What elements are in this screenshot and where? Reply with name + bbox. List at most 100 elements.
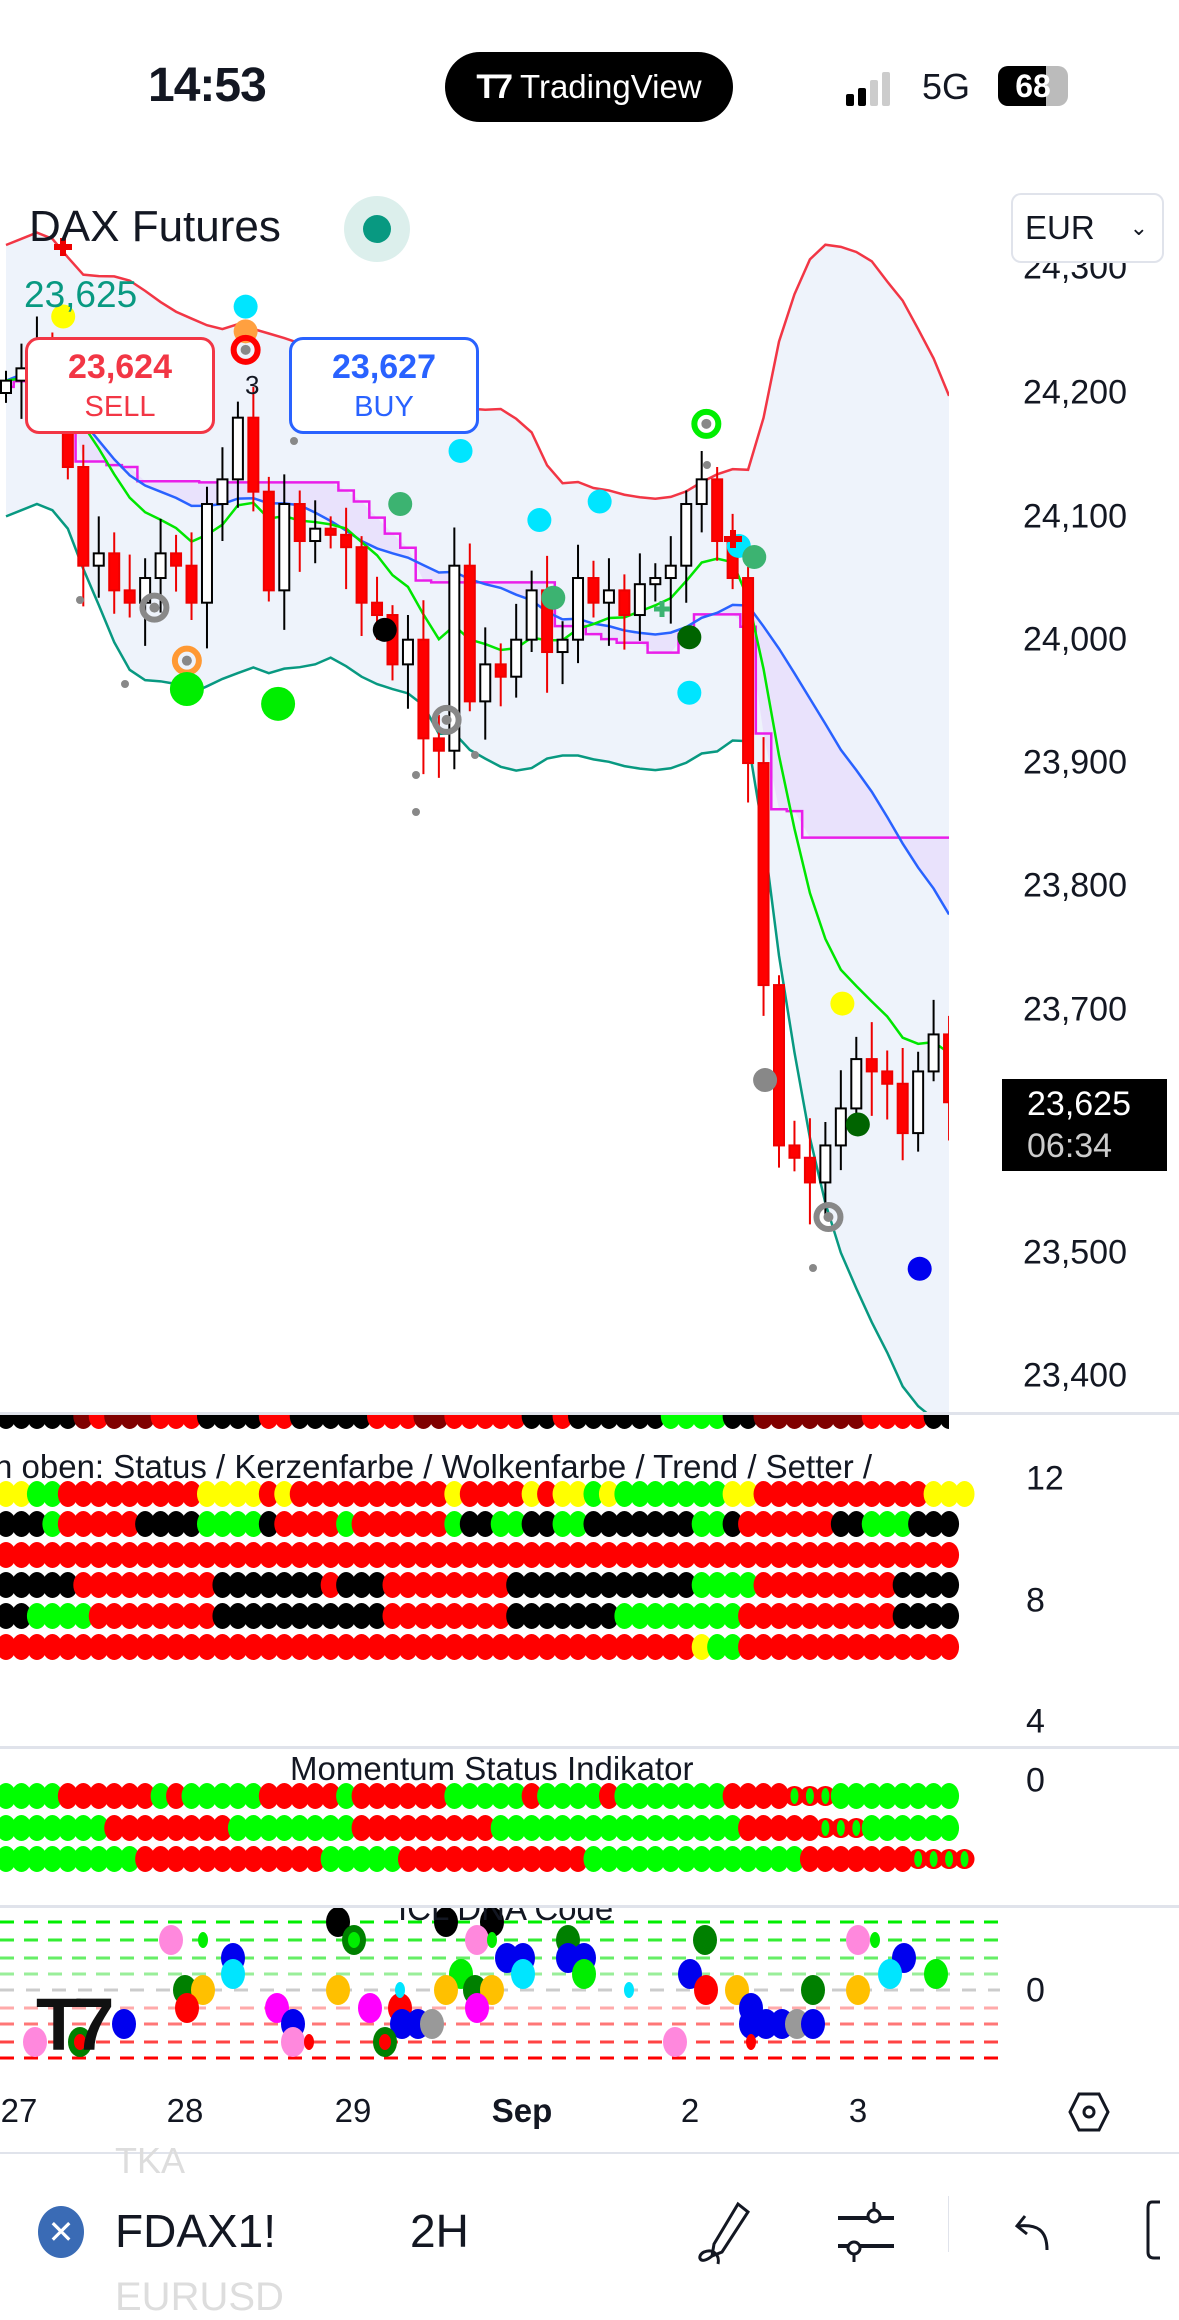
momentum-dot xyxy=(227,1846,248,1872)
count-label: 3 xyxy=(245,370,260,400)
setter-dot xyxy=(135,1414,156,1429)
fullscreen-icon[interactable] xyxy=(1146,2198,1179,2262)
currency-select[interactable]: EUR ⌄ xyxy=(1011,193,1164,263)
setter-dot xyxy=(521,1414,542,1429)
panel-axis-label: 12 xyxy=(1026,1459,1064,1498)
tradingview-pill[interactable]: T7 TradingView xyxy=(445,52,733,122)
setter-dot xyxy=(691,1511,712,1537)
close-symbol-icon[interactable]: ✕ xyxy=(38,2206,84,2258)
setter-dot xyxy=(676,1603,697,1629)
momentum-dot xyxy=(583,1815,604,1841)
momentum-dot xyxy=(135,1815,156,1841)
setter-dot xyxy=(753,1542,774,1568)
momentum-dot xyxy=(923,1815,944,1841)
setter-dot xyxy=(784,1414,805,1429)
candle xyxy=(309,500,322,564)
setter-dot xyxy=(382,1634,403,1660)
setter-dot xyxy=(274,1572,295,1598)
momentum-dot xyxy=(104,1783,125,1809)
setter-dot xyxy=(382,1511,403,1537)
setter-dot xyxy=(475,1542,496,1568)
buy-button[interactable]: 23,627 BUY xyxy=(289,337,479,434)
candle xyxy=(108,532,121,614)
setter-dot xyxy=(289,1603,310,1629)
momentum-dot xyxy=(506,1846,527,1872)
momentum-dot xyxy=(568,1846,589,1872)
setter-dot xyxy=(88,1481,109,1507)
candle xyxy=(262,476,275,602)
momentum-dot xyxy=(552,1846,573,1872)
undo-icon[interactable] xyxy=(1013,2210,1057,2254)
dna-dot xyxy=(265,1993,289,2023)
setter-dot xyxy=(0,1481,16,1507)
momentum-dot xyxy=(73,1846,94,1872)
dna-dot xyxy=(511,1959,535,1989)
setter-dot xyxy=(598,1481,619,1507)
interval-button[interactable]: 2H xyxy=(410,2205,469,2257)
momentum-dot xyxy=(784,1846,805,1872)
pane-divider[interactable] xyxy=(0,1905,1179,1908)
price-label: 24,200 xyxy=(1023,373,1127,412)
market-status-icon[interactable] xyxy=(344,196,410,262)
candle xyxy=(587,560,600,618)
momentum-dot xyxy=(521,1783,542,1809)
setter-dot xyxy=(289,1634,310,1660)
setter-dot xyxy=(0,1603,16,1629)
sell-button[interactable]: 23,624 SELL xyxy=(25,337,215,434)
momentum-dot xyxy=(459,1783,480,1809)
candle xyxy=(633,553,646,641)
setter-dot xyxy=(738,1414,759,1429)
pane-divider[interactable] xyxy=(0,1412,1179,1415)
symbol-title[interactable]: DAX Futures xyxy=(29,202,281,251)
momentum-dot xyxy=(150,1815,171,1841)
setter-dot xyxy=(846,1634,867,1660)
setter-dot xyxy=(629,1511,650,1537)
setter-dot xyxy=(568,1414,589,1429)
setter-dot xyxy=(598,1542,619,1568)
setter-dot xyxy=(506,1572,527,1598)
pencil-icon[interactable] xyxy=(692,2200,758,2266)
setter-dot xyxy=(568,1603,589,1629)
setter-dot xyxy=(521,1511,542,1537)
candle-body xyxy=(803,1156,816,1184)
momentum-dot xyxy=(722,1846,743,1872)
momentum-dot xyxy=(722,1783,743,1809)
settings-icon[interactable] xyxy=(1067,2090,1111,2134)
momentum-dot xyxy=(892,1846,913,1872)
momentum-dot xyxy=(26,1783,47,1809)
setter-dot xyxy=(258,1414,279,1429)
candle xyxy=(278,474,291,630)
setter-dot xyxy=(861,1414,882,1429)
setter-dot xyxy=(289,1414,310,1429)
setter-dot xyxy=(0,1634,16,1660)
panel-axis-label: 4 xyxy=(1026,1702,1045,1741)
date-label: 29 xyxy=(334,2092,372,2129)
sell-price: 23,624 xyxy=(68,348,172,386)
setter-dot xyxy=(490,1511,511,1537)
setter-dot xyxy=(196,1634,217,1660)
setter-dot xyxy=(227,1634,248,1660)
indicators-icon[interactable] xyxy=(834,2200,898,2266)
setter-dot xyxy=(351,1634,372,1660)
setter-dot xyxy=(753,1634,774,1660)
symbol-button[interactable]: FDAX1! xyxy=(115,2205,277,2257)
momentum-dot xyxy=(42,1815,63,1841)
candle xyxy=(355,536,368,636)
candle-body xyxy=(401,638,414,666)
setter-dot xyxy=(815,1542,836,1568)
candle-body xyxy=(587,577,600,604)
candle xyxy=(834,1070,847,1171)
setter-dot xyxy=(26,1414,47,1429)
pane-divider[interactable] xyxy=(0,1746,1179,1749)
app-name: TradingView xyxy=(520,68,702,105)
setter-dot xyxy=(26,1634,47,1660)
setter-dot xyxy=(119,1603,140,1629)
setter-dot xyxy=(227,1603,248,1629)
ghost-symbol-above: TKA xyxy=(115,2140,186,2181)
dna-dot-small xyxy=(624,1982,634,1998)
dna-dot xyxy=(326,1975,350,2005)
setter-dot xyxy=(135,1572,156,1598)
setter-dot xyxy=(629,1481,650,1507)
momentum-dot-small xyxy=(821,1788,830,1804)
